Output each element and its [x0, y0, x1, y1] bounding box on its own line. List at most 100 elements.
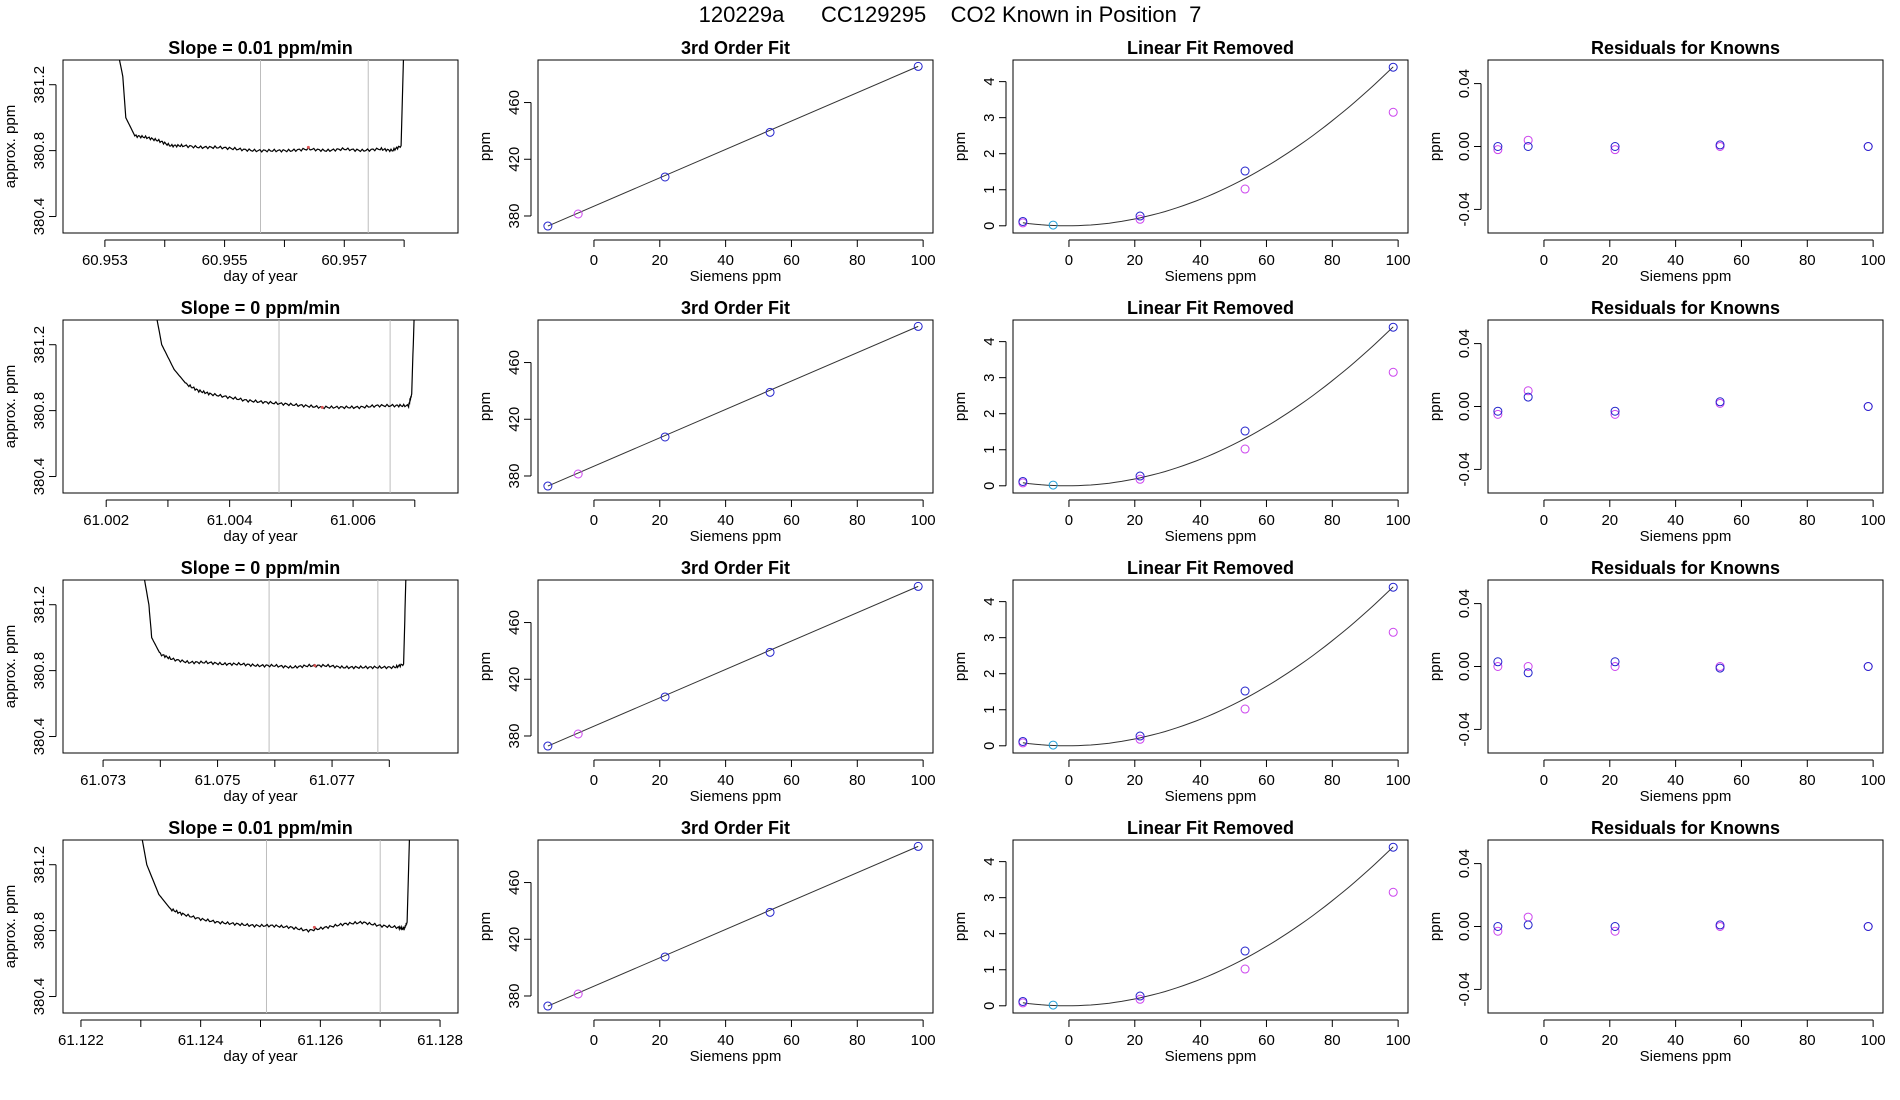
- y-axis-label: ppm: [1427, 132, 1444, 161]
- plot-area: [1493, 912, 1873, 936]
- x-tick-label: 60: [1733, 1032, 1750, 1049]
- x-tick-label: 40: [1667, 512, 1684, 529]
- y-tick-label: 0.00: [1456, 392, 1473, 421]
- y-tick-label: 2: [981, 930, 998, 938]
- y-axis-label: ppm: [952, 652, 969, 681]
- plot-area: [1493, 135, 1873, 155]
- x-tick-label: 20: [1126, 772, 1143, 789]
- known-point: [1018, 476, 1028, 486]
- x-tick-label: 40: [1667, 1032, 1684, 1049]
- mean-marker: [306, 145, 310, 149]
- x-tick-label: 100: [1386, 252, 1411, 269]
- unknown-point: [573, 209, 583, 219]
- panel-title: 3rd Order Fit: [681, 38, 790, 58]
- x-tick-label: 61.126: [297, 1032, 343, 1049]
- known-point: [765, 647, 775, 657]
- y-tick-label: 2: [981, 410, 998, 418]
- y-axis-label: ppm: [952, 392, 969, 421]
- panel-2-3: Residuals for Knowns 0 20 40 60 80 100 Siemens …: [1427, 558, 1886, 805]
- x-axis-label: Siemens ppm: [1640, 268, 1732, 285]
- concentration-trace: [143, 580, 407, 670]
- plot-frame: [1487, 579, 1884, 754]
- y-tick-label: 381.2: [31, 326, 48, 364]
- plot-frame: [1012, 579, 1409, 754]
- known-point: [1493, 406, 1503, 416]
- known-point: [913, 581, 923, 591]
- y-axis-label: approx. ppm: [2, 885, 19, 968]
- x-tick-label: 0: [1540, 252, 1548, 269]
- y-tick-label: 0: [981, 482, 998, 490]
- panel-1-1: 3rd Order Fit 0 20 40 60 80 100 Siemens ppm 380 4…: [477, 298, 936, 545]
- known-point: [1388, 322, 1398, 332]
- panel-0-3: Residuals for Knowns 0 20 40 60 80 100 Siemens …: [1427, 38, 1886, 285]
- x-tick-label: 60: [1258, 252, 1275, 269]
- panel-1-0: Slope = 0 ppm/min 61.002 61.004 61.006 day o…: [2, 298, 459, 545]
- unknown-point: [1135, 214, 1145, 224]
- x-tick-label: 20: [1126, 252, 1143, 269]
- x-tick-label: 80: [1324, 252, 1341, 269]
- plot-area: [118, 60, 405, 233]
- x-tick-label: 40: [1192, 772, 1209, 789]
- known-point: [1135, 991, 1145, 1001]
- x-tick-label: 100: [1386, 512, 1411, 529]
- known-point: [1715, 663, 1725, 673]
- panel-title: Linear Fit Removed: [1127, 298, 1294, 318]
- mean-marker: [312, 925, 316, 929]
- x-tick-label: 100: [1861, 1032, 1886, 1049]
- panel-title: Residuals for Knowns: [1591, 298, 1780, 318]
- panel-title: Linear Fit Removed: [1127, 38, 1294, 58]
- known-point: [913, 61, 923, 71]
- panel-title: Residuals for Knowns: [1591, 558, 1780, 578]
- unknown-point: [1240, 704, 1250, 714]
- y-tick-label: 380.8: [31, 912, 48, 950]
- panel-title: Linear Fit Removed: [1127, 818, 1294, 838]
- unknown-point: [1388, 887, 1398, 897]
- reference-point: [1048, 220, 1058, 230]
- known-point: [543, 741, 553, 751]
- panel-2-1: 3rd Order Fit 0 20 40 60 80 100 Siemens ppm 380 4…: [477, 558, 936, 805]
- plot-area: [543, 61, 923, 231]
- y-tick-label: 2: [981, 150, 998, 158]
- y-tick-label: 3: [981, 113, 998, 121]
- panel-title: Residuals for Knowns: [1591, 818, 1780, 838]
- concentration-trace: [141, 840, 411, 933]
- x-tick-label: 61.122: [58, 1032, 104, 1049]
- known-point: [1135, 471, 1145, 481]
- x-tick-label: 20: [1126, 512, 1143, 529]
- known-point: [1240, 946, 1250, 956]
- y-tick-label: -0.04: [1456, 972, 1473, 1006]
- fit-line: [547, 65, 919, 227]
- y-tick-label: 0.04: [1456, 69, 1473, 98]
- x-tick-label: 40: [717, 1032, 734, 1049]
- plot-area: [543, 321, 923, 491]
- y-tick-label: 4: [981, 597, 998, 605]
- x-tick-label: 80: [1324, 512, 1341, 529]
- x-tick-label: 0: [590, 512, 598, 529]
- x-axis-label: Siemens ppm: [690, 1048, 782, 1065]
- y-tick-label: 380.8: [31, 132, 48, 170]
- y-tick-label: 0: [981, 1002, 998, 1010]
- y-tick-label: 0.04: [1456, 329, 1473, 358]
- known-point: [1715, 397, 1725, 407]
- x-tick-label: 40: [717, 252, 734, 269]
- y-tick-label: 0.00: [1456, 652, 1473, 681]
- y-axis-label: approx. ppm: [2, 105, 19, 188]
- unknown-point: [1523, 912, 1533, 922]
- x-tick-label: 60.953: [82, 252, 128, 269]
- known-point: [1863, 142, 1873, 151]
- panel-3-0: Slope = 0.01 ppm/min 61.122 61.124 61.126 61…: [2, 818, 463, 1065]
- plot-area: [143, 580, 407, 753]
- x-tick-label: 100: [911, 772, 936, 789]
- y-tick-label: 420: [506, 927, 523, 952]
- fit-curve: [1022, 66, 1394, 227]
- x-tick-label: 60: [1258, 512, 1275, 529]
- unknown-point: [1388, 367, 1398, 377]
- fit-line: [547, 845, 919, 1007]
- known-point: [1493, 657, 1503, 667]
- known-point: [913, 321, 923, 331]
- y-axis-label: ppm: [477, 392, 494, 421]
- y-tick-label: 3: [981, 893, 998, 901]
- x-axis-label: Siemens ppm: [1165, 528, 1257, 545]
- x-tick-label: 61.006: [330, 512, 376, 529]
- known-point: [660, 692, 670, 702]
